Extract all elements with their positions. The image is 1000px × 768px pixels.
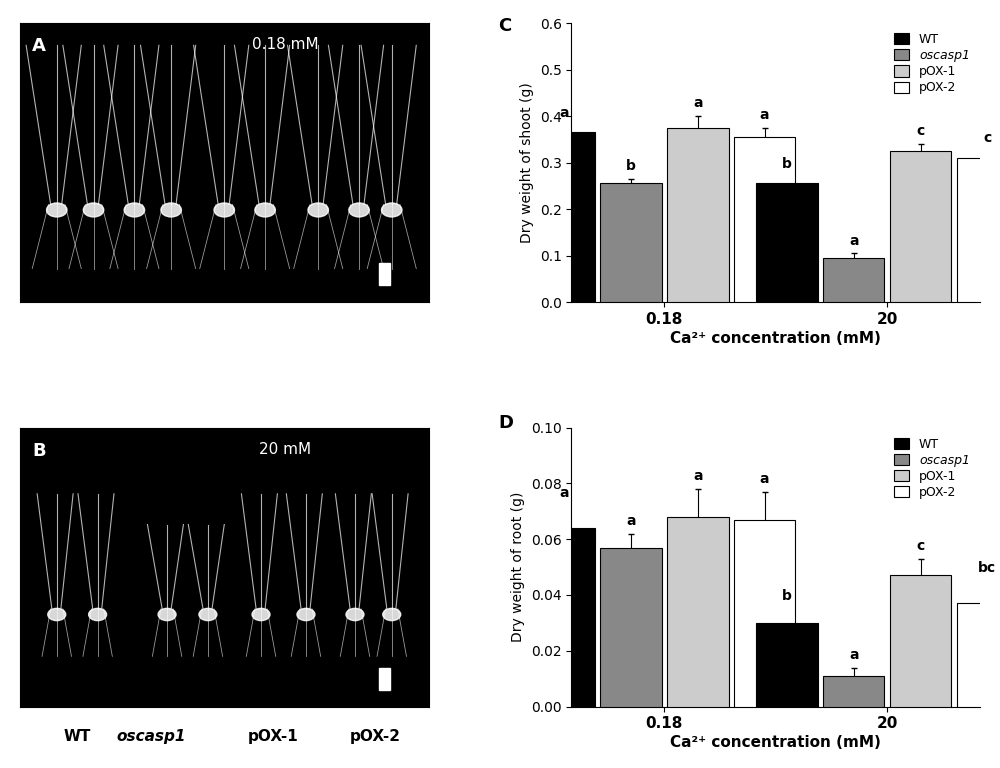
Text: a: a <box>760 108 769 122</box>
Circle shape <box>47 203 67 217</box>
Bar <box>734 137 795 302</box>
Text: a: a <box>849 648 858 662</box>
Y-axis label: Dry weight of shoot (g): Dry weight of shoot (g) <box>520 82 534 243</box>
X-axis label: Ca²⁺ concentration (mM): Ca²⁺ concentration (mM) <box>670 736 881 750</box>
Bar <box>600 184 662 302</box>
Bar <box>379 667 390 690</box>
Text: a: a <box>626 514 636 528</box>
Legend: WT, oscasp1, pOX-1, pOX-2: WT, oscasp1, pOX-1, pOX-2 <box>890 29 974 98</box>
Circle shape <box>48 608 66 621</box>
Circle shape <box>308 203 328 217</box>
Text: pOX-1: pOX-1 <box>248 729 299 744</box>
Bar <box>533 132 595 302</box>
Text: a: a <box>559 106 569 120</box>
Text: b: b <box>782 589 792 604</box>
Text: WT: WT <box>64 729 91 744</box>
Text: b: b <box>626 159 636 174</box>
Bar <box>756 623 818 707</box>
Text: a: a <box>849 233 858 247</box>
Circle shape <box>349 203 369 217</box>
Text: a: a <box>693 469 703 483</box>
Legend: WT, oscasp1, pOX-1, pOX-2: WT, oscasp1, pOX-1, pOX-2 <box>890 434 974 503</box>
Text: B: B <box>32 442 46 459</box>
Text: D: D <box>498 414 513 432</box>
Text: c: c <box>983 131 992 145</box>
Text: pOX-2: pOX-2 <box>350 729 401 744</box>
Text: 20 mM: 20 mM <box>259 442 312 456</box>
Bar <box>823 258 884 302</box>
Bar <box>667 127 729 302</box>
Text: C: C <box>498 18 511 35</box>
Circle shape <box>83 203 104 217</box>
Circle shape <box>158 608 176 621</box>
Circle shape <box>383 608 401 621</box>
Bar <box>957 604 1000 707</box>
Circle shape <box>255 203 275 217</box>
Circle shape <box>89 608 107 621</box>
Bar <box>379 263 390 285</box>
Text: c: c <box>916 539 925 553</box>
Bar <box>667 517 729 707</box>
Bar <box>957 158 1000 302</box>
Bar <box>890 151 951 302</box>
Text: bc: bc <box>978 561 996 575</box>
Text: b: b <box>782 157 792 171</box>
Text: a: a <box>559 486 569 500</box>
Bar <box>823 676 884 707</box>
Circle shape <box>199 608 217 621</box>
Bar <box>600 548 662 707</box>
Bar <box>756 184 818 302</box>
Text: c: c <box>916 124 925 138</box>
Circle shape <box>124 203 145 217</box>
Circle shape <box>252 608 270 621</box>
Y-axis label: Dry weight of root (g): Dry weight of root (g) <box>511 492 525 642</box>
Bar <box>734 520 795 707</box>
Bar <box>533 528 595 707</box>
Circle shape <box>346 608 364 621</box>
Circle shape <box>382 203 402 217</box>
Text: a: a <box>693 97 703 111</box>
Circle shape <box>214 203 234 217</box>
Text: a: a <box>760 472 769 486</box>
Text: 0.18 mM: 0.18 mM <box>252 37 319 52</box>
X-axis label: Ca²⁺ concentration (mM): Ca²⁺ concentration (mM) <box>670 331 881 346</box>
Text: A: A <box>32 37 46 55</box>
Circle shape <box>161 203 181 217</box>
Bar <box>890 575 951 707</box>
Circle shape <box>297 608 315 621</box>
Text: oscasp1: oscasp1 <box>116 729 185 744</box>
